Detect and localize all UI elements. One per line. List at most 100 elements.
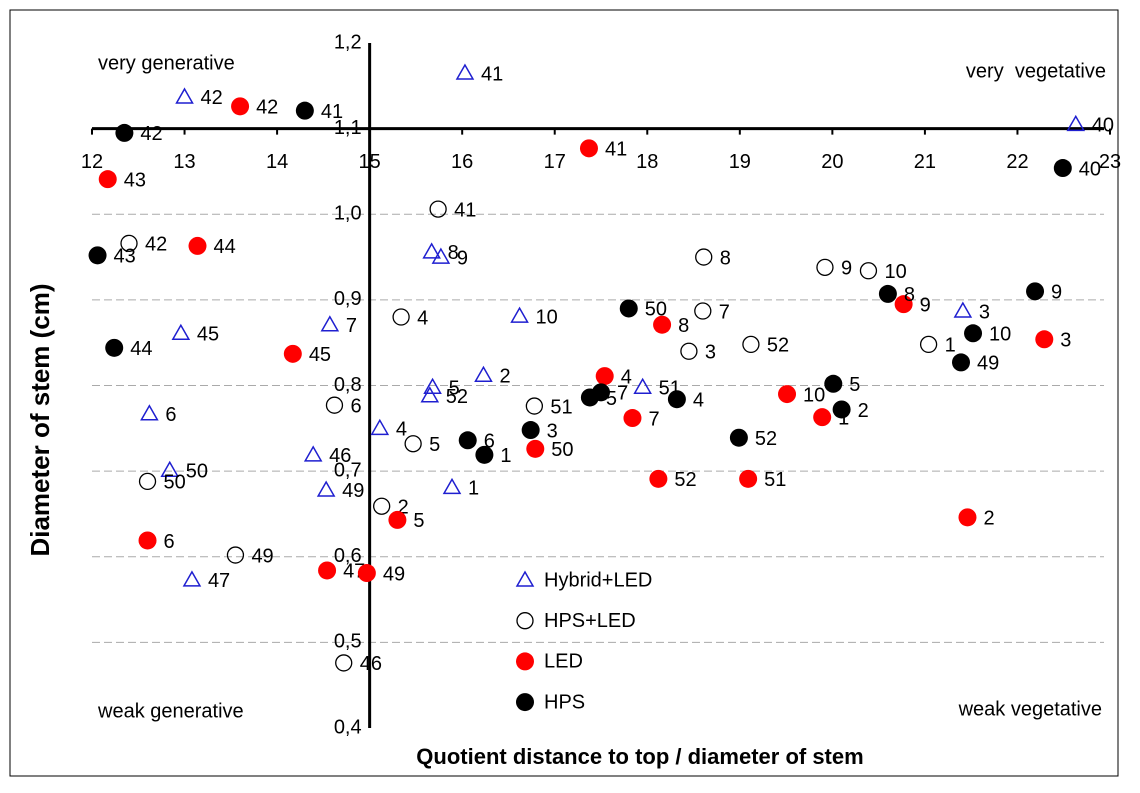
point-label: 50	[645, 299, 667, 321]
x-tick-label: 16	[451, 151, 473, 173]
y-tick-label: 0,7	[334, 459, 362, 481]
x-tick-label: 20	[821, 151, 843, 173]
point-label: 7	[719, 301, 730, 323]
point-label: 1	[468, 478, 479, 500]
point-label: 51	[550, 396, 572, 418]
point	[171, 323, 191, 341]
point-label: 6	[165, 404, 176, 426]
y-tick-label: 0,5	[334, 631, 362, 653]
point	[318, 561, 337, 580]
point	[878, 284, 897, 303]
quadrant-label: very generative	[98, 52, 235, 74]
legend-label: HPS+LED	[544, 610, 636, 632]
point-label: 43	[124, 169, 146, 191]
point	[325, 396, 344, 414]
point	[510, 306, 529, 323]
point	[680, 342, 698, 360]
point-label: 1	[945, 335, 956, 357]
point	[649, 469, 668, 488]
point	[580, 388, 599, 407]
point-label: 5	[449, 377, 460, 399]
quadrant-label: weak generative	[97, 700, 244, 722]
point	[778, 385, 797, 404]
point-label: 2	[983, 508, 994, 530]
point	[283, 344, 302, 363]
point	[320, 315, 340, 332]
point	[404, 435, 422, 453]
point-label: 49	[342, 480, 364, 502]
point-label: 46	[329, 445, 351, 467]
point	[138, 531, 157, 550]
point-label: 2	[858, 400, 869, 422]
point	[526, 439, 545, 458]
x-axis-title: Quotient distance to top / diameter of s…	[416, 744, 863, 769]
point-label: 44	[130, 338, 152, 360]
point	[1035, 330, 1054, 349]
point	[653, 315, 672, 334]
point	[832, 400, 851, 419]
point-label: 49	[383, 563, 405, 585]
point-label: 4	[693, 389, 704, 411]
point-label: 45	[197, 324, 219, 346]
point-label: 9	[457, 247, 468, 269]
point	[633, 377, 652, 394]
point	[115, 123, 134, 142]
point-label: 8	[448, 242, 459, 264]
point	[695, 248, 713, 266]
point-label: 49	[251, 545, 273, 567]
point-label: 10	[989, 324, 1011, 346]
x-tick-label: 21	[914, 151, 936, 173]
point-label: 10	[536, 306, 558, 328]
legend-label: LED	[544, 651, 583, 673]
frame	[9, 9, 1119, 777]
point	[120, 234, 138, 253]
point	[420, 386, 440, 403]
point-label: 4	[396, 419, 407, 441]
point	[816, 258, 834, 276]
point-label: 43	[114, 246, 136, 268]
point	[373, 497, 391, 515]
point	[1026, 282, 1045, 301]
point	[1066, 114, 1086, 132]
legend-label: HPS	[544, 691, 585, 713]
point-label: 2	[499, 366, 510, 388]
point-label: 3	[979, 301, 990, 323]
point-label: 41	[454, 199, 476, 221]
point-label: 42	[256, 97, 278, 119]
point	[516, 652, 534, 671]
point	[231, 97, 250, 116]
point-label: 6	[350, 395, 361, 417]
point-label: 6	[484, 431, 495, 453]
point	[521, 421, 540, 440]
point-label: 52	[446, 386, 468, 408]
point	[88, 246, 107, 265]
point	[370, 418, 390, 436]
point	[1053, 159, 1072, 178]
x-tick-label: 22	[1006, 151, 1028, 173]
point	[474, 365, 493, 382]
point	[516, 612, 534, 630]
point-label: 5	[413, 510, 424, 532]
point-label: 40	[1079, 158, 1101, 180]
point	[729, 428, 748, 447]
point	[964, 324, 983, 343]
point-label: 9	[841, 258, 852, 280]
point-label: 52	[767, 335, 789, 357]
point-label: 47	[208, 570, 230, 592]
point	[138, 472, 157, 491]
point-label: 8	[720, 247, 731, 269]
point	[160, 460, 180, 478]
point-label: 5	[849, 374, 860, 396]
x-tick-label: 17	[544, 151, 566, 173]
point	[175, 87, 194, 104]
point-label: 40	[1092, 115, 1114, 137]
point	[667, 390, 686, 409]
y-tick-label: 0,4	[334, 716, 362, 738]
point-label: 7	[648, 408, 659, 430]
point	[694, 302, 712, 320]
point	[958, 508, 977, 527]
x-tick-label: 12	[81, 151, 103, 173]
point-label: 42	[201, 87, 223, 109]
point	[458, 431, 477, 450]
point	[619, 299, 638, 318]
